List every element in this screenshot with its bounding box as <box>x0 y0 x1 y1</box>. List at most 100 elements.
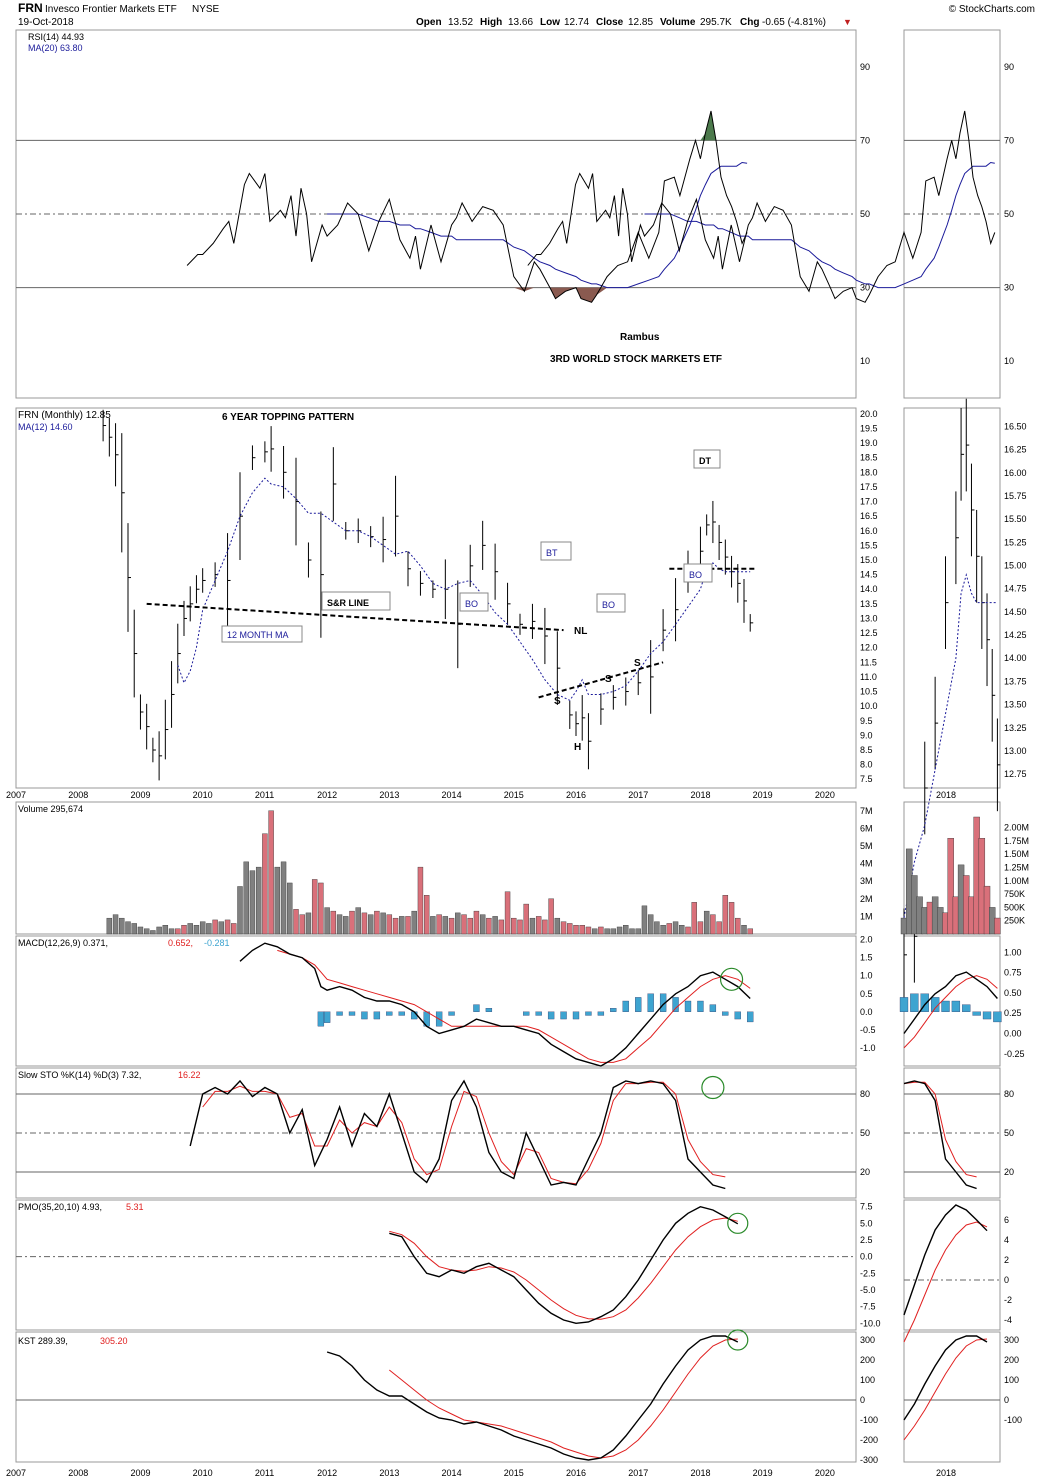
side-macd-histogram-bar <box>920 993 929 1012</box>
price-x-tick-label: 2015 <box>504 790 524 800</box>
side-pmo-signal-line <box>903 1221 988 1343</box>
side-axis-tick-label: 13.00 <box>1004 746 1027 756</box>
volume-bar <box>374 910 380 935</box>
high-value: 13.66 <box>508 17 533 28</box>
price-x-tick-label: 2007 <box>6 790 26 800</box>
side-sto-k-line <box>903 1080 977 1190</box>
axis-tick-label: 14.0 <box>860 584 878 594</box>
axis-tick-label: -200 <box>860 1435 878 1445</box>
volume-bar <box>324 907 330 935</box>
volume-bar <box>417 866 424 935</box>
annotation-topping: 6 YEAR TOPPING PATTERN <box>222 412 354 423</box>
volume-bar <box>299 914 305 935</box>
volume-label: Volume <box>660 17 696 28</box>
side-axis-tick-label: -100 <box>1004 1415 1022 1425</box>
side-axis-tick-label: 0 <box>1004 1395 1009 1405</box>
axis-tick-label: -300 <box>860 1455 878 1465</box>
axis-tick-label: 11.5 <box>860 657 877 667</box>
bottom-x-tick-label: 2019 <box>753 1468 773 1478</box>
volume-bar <box>523 903 529 935</box>
bottom-x-tick-label: 2008 <box>68 1468 88 1478</box>
panel-frame-pmo <box>15 1199 857 1331</box>
axis-tick-label: 12.0 <box>860 643 878 653</box>
kst-signal-legend: 305.20 <box>100 1336 128 1346</box>
side-axis-tick-label: 12.75 <box>1004 769 1027 779</box>
volume-bar <box>461 914 467 935</box>
volume-bar <box>442 916 449 935</box>
bottom-x-tick-label: 2010 <box>193 1468 213 1478</box>
volume-bar <box>436 914 442 935</box>
volume-bar <box>697 921 704 935</box>
axis-tick-label: -2.5 <box>860 1268 876 1278</box>
volume-bar <box>455 912 461 935</box>
macd-histogram-bar <box>373 1011 381 1020</box>
side-macd-histogram-bar <box>993 1011 1002 1023</box>
axis-tick-label: 10.5 <box>860 687 878 697</box>
volume-bar <box>479 914 486 935</box>
high-label: High <box>480 17 502 28</box>
macd-histogram-bar <box>734 1011 741 1020</box>
price-ma-line <box>177 477 751 701</box>
price-x-tick-label: 2009 <box>130 790 150 800</box>
volume-bar <box>728 902 735 935</box>
panel-frame-kst <box>15 1331 857 1463</box>
annotation-s1: S <box>554 696 561 707</box>
rsi-side-line <box>527 110 996 303</box>
volume-bar <box>143 928 150 935</box>
volume-bar <box>231 923 237 935</box>
macd-histogram-bar <box>709 1004 717 1012</box>
axis-tick-label: 1M <box>860 911 873 921</box>
volume-bar <box>535 916 542 935</box>
panel-frame-macd <box>15 935 857 1067</box>
volume-bar <box>112 914 119 935</box>
macd-signal-line <box>277 949 751 1063</box>
annotation-bo1: BO <box>465 599 478 609</box>
price-x-tick-label: 2019 <box>753 790 773 800</box>
pmo-crossover-circle <box>727 1212 749 1234</box>
chg-value: -0.65 (-4.81%) <box>762 17 826 28</box>
macd-histogram-bar <box>361 1011 368 1020</box>
axis-tick-label: 0.0 <box>860 1252 873 1262</box>
side-axis-tick-label: 500K <box>1004 902 1025 912</box>
volume-bar <box>473 910 480 935</box>
axis-tick-label: -7.5 <box>860 1302 876 1312</box>
side-axis-tick-label: 1.50M <box>1004 849 1029 859</box>
annotation-nl: NL <box>574 626 587 637</box>
axis-tick-label: 6M <box>860 823 873 833</box>
side-axis-tick-label: 0.75 <box>1004 968 1022 978</box>
volume-bar <box>517 919 523 935</box>
axis-tick-label: 50 <box>860 1128 870 1138</box>
volume-bar <box>249 870 256 935</box>
chg-down-icon: ▼ <box>843 17 852 27</box>
axis-tick-label: 2M <box>860 894 873 904</box>
fund-name: Invesco Frontier Markets ETF <box>45 4 177 15</box>
volume-bar <box>274 866 281 935</box>
side-axis-tick-label: 50 <box>1004 209 1014 219</box>
sto-legend: Slow STO %K(14) %D(3) 7.32, <box>18 1070 141 1080</box>
volume-bar <box>511 917 517 935</box>
axis-tick-label: 17.0 <box>860 497 878 507</box>
macd-histogram-bar <box>647 993 654 1012</box>
volume-bar <box>486 917 492 935</box>
side-axis-tick-label: 90 <box>1004 62 1014 72</box>
bottom-x-tick-label: 2017 <box>628 1468 648 1478</box>
macd-histogram-bar <box>323 1011 331 1023</box>
axis-tick-label: 15.5 <box>860 540 878 550</box>
volume-bar <box>355 907 361 935</box>
volume-bar <box>448 917 455 935</box>
bottom-x-tick-label: 2007 <box>6 1468 26 1478</box>
axis-tick-label: 2.0 <box>860 935 873 945</box>
macd-histogram-bar <box>398 1011 405 1016</box>
macd-signal-legend: 0.652, <box>168 938 193 948</box>
kst-line <box>326 1335 739 1461</box>
volume-bar <box>579 925 585 935</box>
bottom-x-tick-label: 2015 <box>504 1468 524 1478</box>
side-axis-tick-label: 2.00M <box>1004 823 1029 833</box>
side-axis-tick-label: 1.75M <box>1004 836 1029 846</box>
side-sto-d-line <box>903 1081 977 1178</box>
volume-bar <box>392 917 399 935</box>
axis-tick-label: 1.5 <box>860 953 873 963</box>
volume-bar <box>224 919 231 935</box>
bottom-x-tick-label: 2020 <box>815 1468 835 1478</box>
